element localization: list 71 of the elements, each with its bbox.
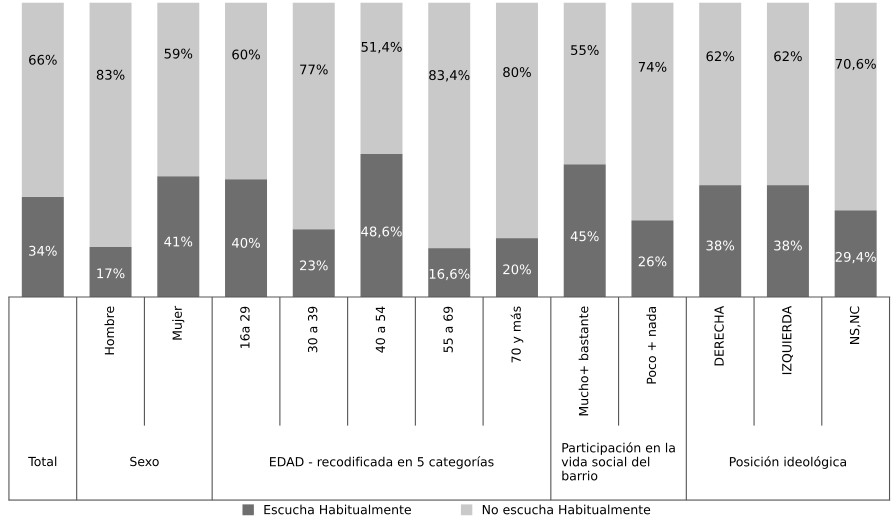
text: Posición ideológica xyxy=(730,456,846,469)
x-tick-label: 30 a 39 xyxy=(308,306,318,352)
x-tick-label: DERECHA xyxy=(714,306,724,366)
x-tick-label: 70 y más xyxy=(510,306,524,362)
bar xyxy=(90,2,132,247)
bar xyxy=(90,246,132,297)
bar xyxy=(631,2,674,220)
x-tick-label: NS,NC xyxy=(850,306,861,344)
bar xyxy=(766,2,809,186)
data-label: 23% xyxy=(300,260,328,270)
bar xyxy=(225,179,268,297)
data-label: 66% xyxy=(29,54,57,65)
data-label: 80% xyxy=(503,67,531,78)
data-label: 60% xyxy=(232,49,260,60)
text: Total xyxy=(28,456,56,466)
data-label: 59% xyxy=(164,48,192,59)
bar xyxy=(496,238,538,297)
data-label: 51,4% xyxy=(362,42,402,54)
data-label: 77% xyxy=(300,64,328,74)
data-label: 83,4% xyxy=(429,70,470,82)
text: EDAD - recodificada en 5 categorías xyxy=(270,456,494,469)
data-label: 48,6% xyxy=(361,226,402,238)
data-label: 62% xyxy=(706,51,734,62)
data-label: 62% xyxy=(774,51,802,62)
x-tick-label: IZQUIERDA xyxy=(782,306,793,374)
x-tick-label: 40 a 54 xyxy=(376,306,386,353)
bar xyxy=(699,2,742,186)
x-tick-label: Mucho+ bastante xyxy=(578,306,588,416)
data-label: 83% xyxy=(96,70,124,80)
x-tick-label: 16a 29 xyxy=(240,306,250,348)
bar xyxy=(428,2,470,248)
x-tick-label: 55 a 69 xyxy=(443,306,453,352)
data-label: 34% xyxy=(29,246,57,256)
x-tick-label: Poco + nada xyxy=(646,306,656,384)
bar xyxy=(834,210,877,297)
bar xyxy=(22,196,64,297)
bar xyxy=(631,220,674,297)
data-label: 55% xyxy=(571,45,599,56)
data-label: 38% xyxy=(706,240,734,250)
bar xyxy=(292,229,335,297)
bar xyxy=(22,2,64,197)
bar xyxy=(564,164,606,297)
bar xyxy=(428,248,470,297)
text: Participación en la vida social del barrio xyxy=(562,442,675,480)
bar xyxy=(360,154,402,297)
data-label: 38% xyxy=(774,240,802,250)
bar xyxy=(360,2,402,154)
data-label: 45% xyxy=(570,231,599,242)
x-tick-label: Mujer xyxy=(172,306,184,340)
data-label: 70,6% xyxy=(836,58,876,70)
bar xyxy=(157,2,200,176)
data-label: 74% xyxy=(638,62,666,72)
data-label: 41% xyxy=(164,236,192,247)
bar xyxy=(225,2,268,180)
data-label: 26% xyxy=(638,256,666,266)
data-label: 16,6% xyxy=(430,268,470,280)
data-label: 20% xyxy=(503,264,531,274)
legend-label: No escucha Habitualmente xyxy=(482,504,650,514)
text: Sexo xyxy=(130,456,159,466)
data-label: 40% xyxy=(232,238,260,248)
bar xyxy=(834,2,877,210)
legend-label: Escucha Habitualmente xyxy=(264,504,411,514)
bar xyxy=(564,2,606,165)
bar xyxy=(496,2,538,238)
bar xyxy=(292,2,335,230)
data-label: 29,4% xyxy=(836,252,876,264)
bar xyxy=(766,185,809,297)
bar xyxy=(699,185,742,297)
x-tick-label: Hombre xyxy=(104,306,114,354)
data-label: 17% xyxy=(97,268,124,278)
bar xyxy=(157,176,200,297)
